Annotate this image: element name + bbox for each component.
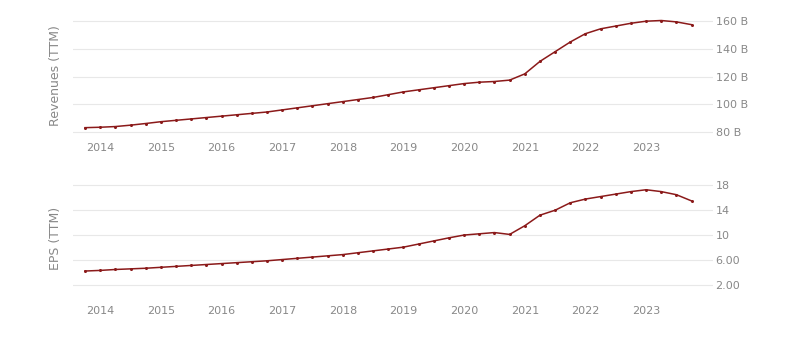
Y-axis label: Revenues (TTM): Revenues (TTM) xyxy=(49,25,62,126)
Y-axis label: EPS (TTM): EPS (TTM) xyxy=(49,207,62,270)
